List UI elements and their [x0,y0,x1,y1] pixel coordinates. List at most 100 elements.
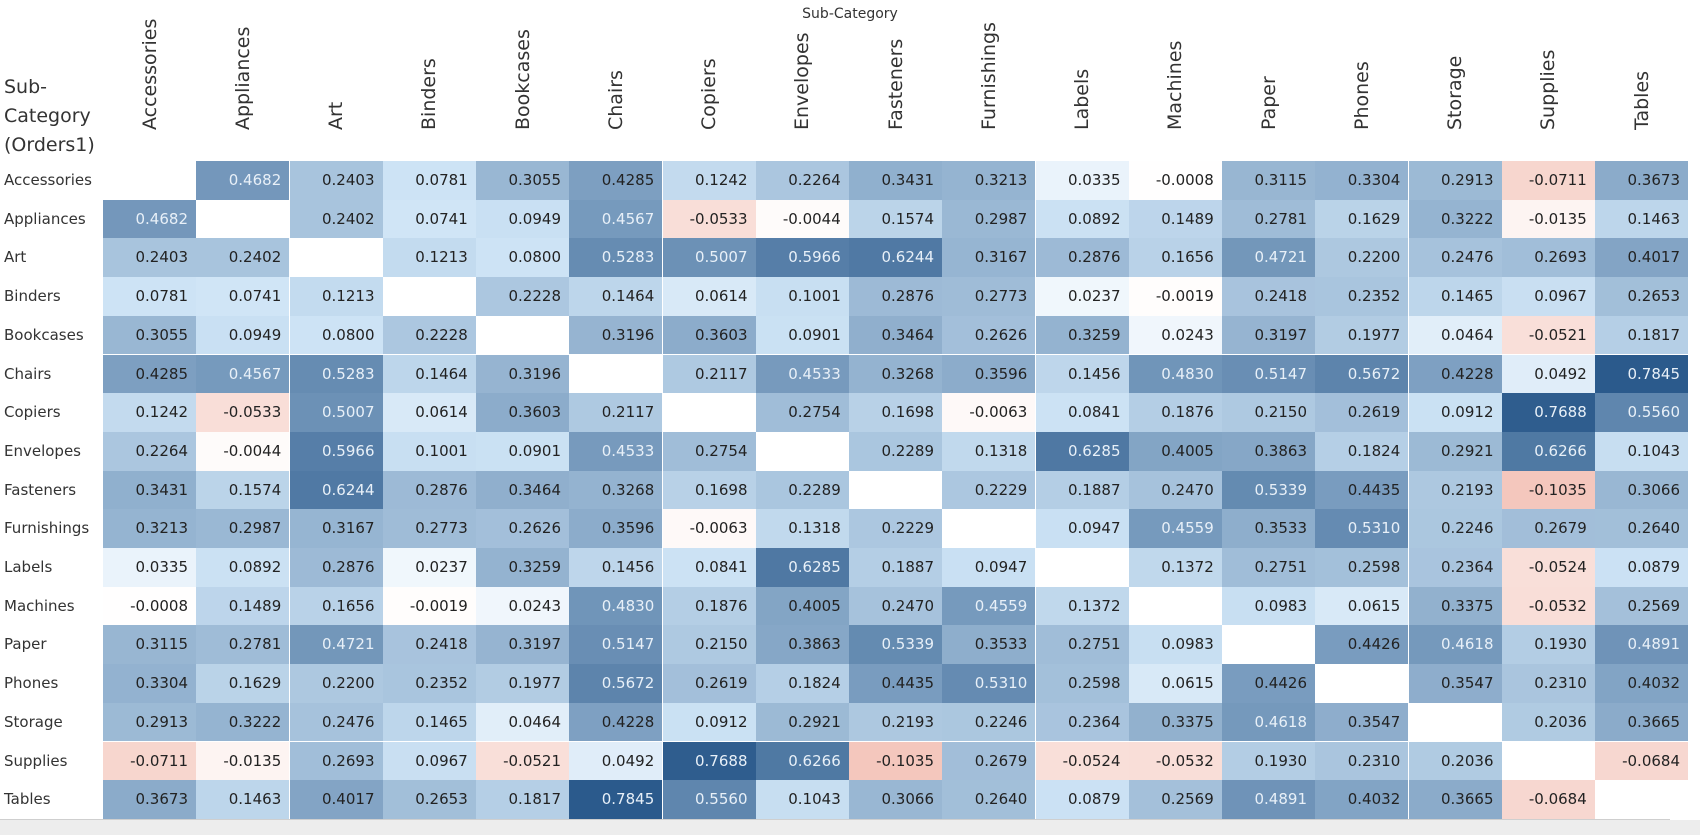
heatmap-cell[interactable]: 0.2921 [755,702,849,742]
heatmap-cell[interactable]: 0.0614 [662,277,756,316]
heatmap-cell[interactable]: -0.0044 [755,199,849,239]
heatmap-cell[interactable]: 0.3213 [103,509,196,548]
heatmap-cell[interactable]: 0.2987 [196,509,290,548]
heatmap-cell[interactable]: 0.3533 [942,625,1036,665]
heatmap-cell[interactable]: 0.3603 [662,315,756,355]
heatmap-cell[interactable]: 0.2476 [1408,238,1502,278]
heatmap-cell[interactable]: 0.0841 [662,548,756,587]
heatmap-cell[interactable]: 0.2781 [196,625,290,665]
heatmap-cell[interactable]: 0.3596 [569,509,663,548]
heatmap-cell[interactable]: 0.1489 [1128,199,1222,239]
heatmap-cell[interactable] [103,161,196,200]
heatmap-cell[interactable]: 0.3197 [476,625,569,665]
heatmap-cell[interactable]: 0.1887 [849,548,942,587]
heatmap-cell[interactable]: 0.5966 [755,238,849,278]
heatmap-cell[interactable]: 0.2679 [1501,509,1595,548]
heatmap-cell[interactable]: 0.4830 [1128,354,1222,394]
heatmap-cell[interactable]: -0.0135 [1501,199,1595,239]
heatmap-cell[interactable]: 0.2403 [103,238,196,278]
heatmap-cell[interactable]: 0.4891 [1222,780,1315,819]
heatmap-cell[interactable]: 0.2200 [1315,238,1409,278]
heatmap-cell[interactable]: 0.2418 [382,625,476,665]
heatmap-cell[interactable]: 0.2264 [755,161,849,200]
heatmap-cell[interactable]: 0.3066 [1595,470,1688,510]
heatmap-cell[interactable]: 0.5283 [569,238,663,278]
heatmap-cell[interactable]: 0.4426 [1315,625,1409,665]
heatmap-cell[interactable]: 0.3375 [1128,702,1222,742]
heatmap-cell[interactable]: 0.1574 [849,199,942,239]
heatmap-cell[interactable]: 0.2598 [1035,664,1129,703]
heatmap-cell[interactable]: 0.5966 [289,431,383,471]
heatmap-cell[interactable]: 0.1464 [382,354,476,394]
heatmap-cell[interactable]: 0.0983 [1222,586,1315,626]
heatmap-cell[interactable]: 0.2876 [289,548,383,587]
heatmap-cell[interactable]: -0.0019 [382,586,476,626]
heatmap-cell[interactable]: 0.0947 [1035,509,1129,548]
heatmap-cell[interactable]: 0.2193 [1408,470,1502,510]
heatmap-cell[interactable]: 0.4567 [196,354,290,394]
heatmap-cell[interactable]: 0.1318 [942,431,1036,471]
heatmap-cell[interactable]: 0.3375 [1408,586,1502,626]
heatmap-cell[interactable]: 0.2036 [1501,702,1595,742]
heatmap-cell[interactable]: 0.2619 [662,664,756,703]
heatmap-cell[interactable]: 0.6266 [1501,431,1595,471]
heatmap-cell[interactable]: 0.4435 [849,664,942,703]
heatmap-cell[interactable]: 0.2913 [1408,161,1502,200]
heatmap-cell[interactable]: 0.2913 [103,702,196,742]
heatmap-cell[interactable]: 0.2876 [1035,238,1129,278]
heatmap-cell[interactable]: 0.2418 [1222,277,1315,316]
heatmap-cell[interactable]: 0.5339 [849,625,942,665]
heatmap-cell[interactable]: 0.2200 [289,664,383,703]
heatmap-cell[interactable]: 0.0615 [1128,664,1222,703]
heatmap-cell[interactable]: 0.1372 [1128,548,1222,587]
heatmap-cell[interactable]: 0.4533 [755,354,849,394]
heatmap-cell[interactable]: -0.0135 [196,741,290,781]
heatmap-cell[interactable]: 0.3196 [569,315,663,355]
heatmap-cell[interactable]: 0.7845 [1595,354,1688,394]
heatmap-cell[interactable]: 0.4005 [755,586,849,626]
heatmap-cell[interactable]: 0.2310 [1315,741,1409,781]
heatmap-cell[interactable]: 0.3055 [103,315,196,355]
heatmap-cell[interactable]: 0.2640 [1595,509,1688,548]
heatmap-cell[interactable]: -0.0019 [1128,277,1222,316]
heatmap-cell[interactable]: 0.3603 [476,393,569,432]
heatmap-cell[interactable] [1035,548,1129,587]
heatmap-cell[interactable] [289,238,383,278]
heatmap-cell[interactable]: 0.0892 [1035,199,1129,239]
heatmap-cell[interactable]: 0.3547 [1315,702,1409,742]
heatmap-cell[interactable]: -0.0533 [662,199,756,239]
heatmap-cell[interactable] [1501,741,1595,781]
heatmap-cell[interactable]: -0.0521 [1501,315,1595,355]
heatmap-cell[interactable]: 0.1930 [1222,741,1315,781]
heatmap-cell[interactable]: 0.4228 [569,702,663,742]
heatmap-cell[interactable]: 0.2773 [942,277,1036,316]
heatmap-cell[interactable]: -0.0008 [1128,161,1222,200]
heatmap-cell[interactable]: 0.4830 [569,586,663,626]
heatmap-cell[interactable]: 0.6266 [755,741,849,781]
heatmap-cell[interactable]: 0.3464 [476,470,569,510]
heatmap-cell[interactable]: 0.0237 [382,548,476,587]
heatmap-cell[interactable]: 0.2781 [1222,199,1315,239]
heatmap-cell[interactable]: 0.2246 [942,702,1036,742]
heatmap-cell[interactable]: 0.2229 [849,509,942,548]
heatmap-cell[interactable]: 0.3863 [755,625,849,665]
heatmap-cell[interactable]: 0.3533 [1222,509,1315,548]
heatmap-cell[interactable] [1408,702,1502,742]
heatmap-cell[interactable]: 0.0335 [103,548,196,587]
heatmap-cell[interactable]: 0.0892 [196,548,290,587]
heatmap-cell[interactable]: 0.2228 [382,315,476,355]
heatmap-cell[interactable]: 0.2228 [476,277,569,316]
heatmap-cell[interactable]: -0.1035 [1501,470,1595,510]
heatmap-cell[interactable]: 0.0947 [942,548,1036,587]
heatmap-cell[interactable]: 0.2036 [1408,741,1502,781]
heatmap-cell[interactable]: -0.0524 [1501,548,1595,587]
heatmap-cell[interactable] [382,277,476,316]
heatmap-cell[interactable]: 0.3665 [1595,702,1688,742]
heatmap-cell[interactable]: -0.0532 [1501,586,1595,626]
heatmap-cell[interactable]: 0.2773 [382,509,476,548]
heatmap-cell[interactable] [755,431,849,471]
heatmap-cell[interactable]: 0.2229 [942,470,1036,510]
heatmap-cell[interactable]: 0.1574 [196,470,290,510]
heatmap-cell[interactable]: 0.4559 [942,586,1036,626]
heatmap-cell[interactable]: 0.4285 [103,354,196,394]
